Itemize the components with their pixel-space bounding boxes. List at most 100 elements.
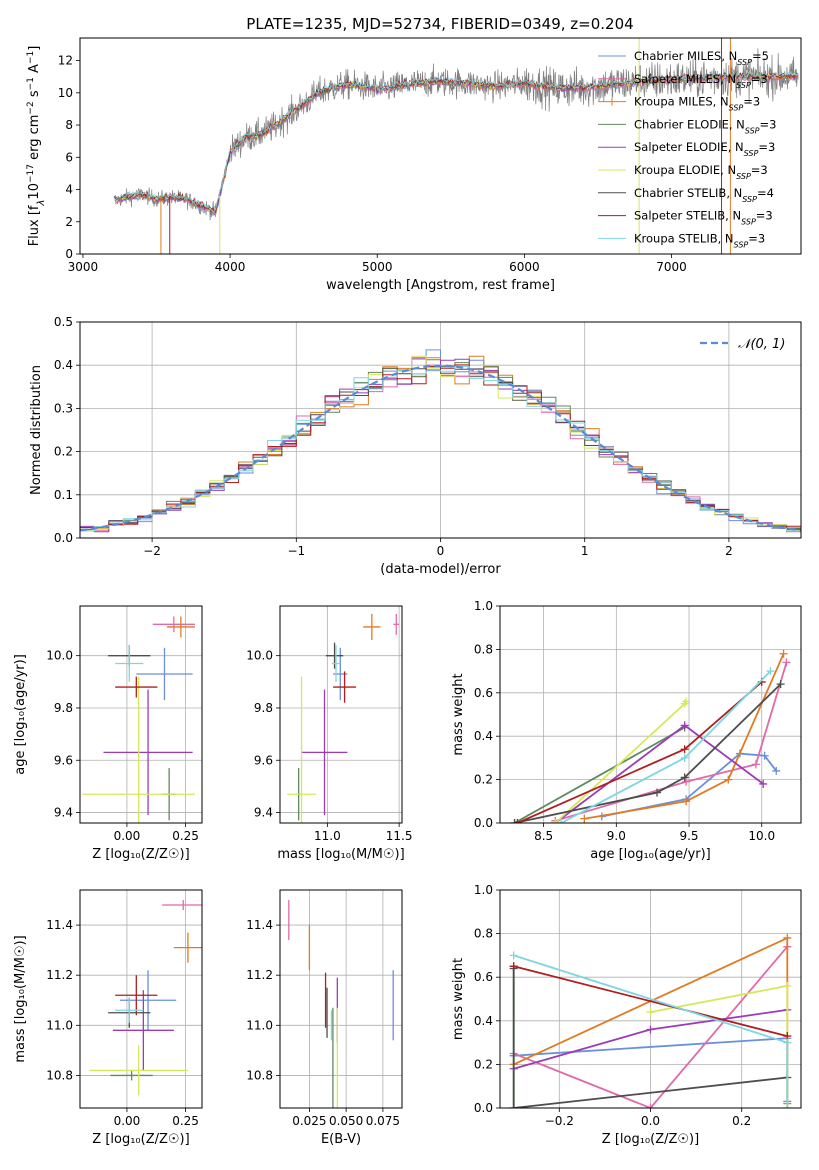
- weight-path: [513, 946, 788, 1108]
- legend-entry-part: Kroupa MILES, N: [634, 95, 729, 109]
- y-axis-label-part: Flux [f: [27, 205, 42, 246]
- x-axis-label: E(B-V): [321, 1132, 361, 1147]
- x-tick-label: 0.25: [172, 1114, 199, 1128]
- weight-marker: [551, 819, 560, 823]
- weight-marker: [783, 933, 792, 942]
- weight-path: [513, 965, 788, 1037]
- errorbar-kroupa-miles: [363, 613, 381, 640]
- legend-entry-part: Chabrier STELIB, N: [634, 186, 742, 200]
- panel-mass-age: 11.0 11.5 9.4 9.6 9.8 10.0 mass [log₁₀(M/M☉)]: [246, 605, 413, 862]
- weight-marker: [509, 951, 518, 960]
- weight-line-kroupa-stelib: [509, 951, 792, 1108]
- x-tick-label: 0.00: [114, 1114, 141, 1128]
- legend-entry: Kroupa MILES, NSSP=3: [634, 95, 760, 113]
- weight-marker: [783, 1104, 792, 1108]
- y-tick-label: 0.8: [474, 927, 493, 941]
- x-tick-label: −0.2: [545, 1114, 574, 1128]
- x-tick-label: −2: [143, 544, 161, 558]
- legend-entry-part: SSP: [741, 217, 756, 226]
- axes-frame: [79, 889, 203, 1109]
- panel-residuals: −2 −1 0 1 2 0.0 0.1 0.2 0.3 0.4 0.5 (data-model)/er…: [29, 315, 802, 577]
- panel-z-weight: −0.2 0.0 0.2 0.0 0.2 0.4 0.6 0.8 1.0 Z [log₁₀(Z/Z…: [451, 883, 802, 1147]
- plot-area-ebv-mass: [288, 900, 394, 1108]
- legend-entry-part: =3: [758, 140, 775, 154]
- y-axis-label-part: λ: [36, 200, 47, 207]
- weight-marker: [766, 667, 775, 676]
- weight-marker: [759, 779, 768, 788]
- y-axis-label-part: erg cm: [27, 115, 42, 164]
- weight-marker: [509, 962, 518, 971]
- x-tick-label: 6000: [509, 260, 540, 274]
- legend-entry: Salpeter MILES, NSSP=3: [634, 72, 768, 90]
- x-tick-label: 8.5: [534, 829, 553, 843]
- y-tick-label: 0.3: [54, 401, 73, 415]
- errorbar-kroupa-elodie: [287, 676, 316, 823]
- y-tick-label: 0.4: [474, 729, 493, 743]
- weight-line-salpeter-stelib: [509, 962, 792, 1041]
- y-tick-label: 4: [65, 183, 73, 197]
- errorbar-chabrier-miles: [136, 647, 193, 701]
- legend-entry-part: SSP: [736, 80, 751, 89]
- errorbar-salpeter-stelib: [115, 676, 158, 698]
- x-tick-label: 2: [725, 544, 733, 558]
- y-tick-label: 10.0: [246, 649, 273, 663]
- legend-entry-part: =5: [752, 49, 769, 63]
- weight-marker: [682, 797, 691, 806]
- y-tick-label: 0.6: [474, 686, 493, 700]
- y-tick-label: 9.8: [54, 701, 73, 715]
- x-tick-label: 0.025: [292, 1114, 326, 1128]
- x-axis-label: Z [log₁₀(Z/Z☉)]: [92, 1132, 189, 1147]
- legend-entry: Chabrier MILES, NSSP=5: [634, 49, 769, 67]
- y-axis-label-part: A: [27, 64, 42, 77]
- weight-marker: [680, 753, 689, 762]
- errorbar-kroupa-stelib: [115, 645, 144, 682]
- weight-marker: [680, 745, 689, 754]
- x-tick-label: 11.5: [386, 829, 413, 843]
- x-tick-label: 0.2: [732, 1114, 751, 1128]
- errorbar-kroupa-stelib: [331, 645, 341, 682]
- y-tick-label: 9.6: [254, 753, 273, 767]
- legend-entry-part: Chabrier MILES, N: [634, 49, 737, 63]
- y-tick-label: 0.2: [474, 773, 493, 787]
- y-axis-label: mass weight: [451, 673, 466, 755]
- axes-frame: [79, 37, 802, 255]
- axes-frame: [499, 889, 802, 1109]
- legend-entry-part: =3: [748, 231, 765, 245]
- y-axis-label: Flux [fλ10−17 erg cm−2 s−1 A−1]: [26, 46, 47, 247]
- weight-marker: [557, 819, 566, 823]
- y-axis-label: mass [log₁₀(M/M☉)]: [13, 935, 28, 1062]
- figure-title: PLATE=1235, MJD=52734, FIBERID=0349, z=0…: [246, 15, 633, 33]
- panel-z-age: 0.00 0.25 9.4 9.6 9.8 10.0 Z [log₁₀(Z/Z☉)] age …: [13, 605, 203, 862]
- weight-marker: [646, 1008, 655, 1017]
- y-tick-label: 0.4: [474, 1014, 493, 1028]
- x-tick-label: 11.0: [314, 829, 341, 843]
- plot-area-z-mass: [89, 900, 202, 1096]
- y-tick-label: 10.8: [246, 1068, 273, 1082]
- errorbar-kroupa-elodie: [82, 676, 195, 823]
- weight-path: [514, 726, 686, 823]
- x-tick-label: 0.00: [114, 829, 141, 843]
- x-axis-label: wavelength [Angstrom, rest frame]: [326, 278, 555, 293]
- plot-area-mass-age: [287, 613, 400, 823]
- x-tick-label: 4000: [215, 260, 246, 274]
- y-tick-label: 9.6: [54, 753, 73, 767]
- y-tick-label: 0.2: [474, 1057, 493, 1071]
- y-tick-label: 1.0: [474, 883, 493, 897]
- plot-area-age-weight: [510, 649, 791, 823]
- legend-entry-part: =4: [757, 186, 774, 200]
- x-tick-label: 0.075: [366, 1114, 400, 1128]
- y-tick-label: 11.0: [246, 1018, 273, 1032]
- axes-frame: [79, 605, 203, 824]
- errorbar-salpeter-elodie: [112, 990, 174, 1071]
- y-tick-label: 11.4: [46, 918, 73, 932]
- weight-line-salpeter-stelib: [513, 677, 766, 823]
- y-axis-label: Normed distribution: [29, 365, 44, 495]
- weight-line-kroupa-elodie: [551, 697, 691, 823]
- legend-entry-part: Salpeter ELODIE, N: [634, 140, 744, 154]
- weight-marker: [646, 1025, 655, 1034]
- errorbar-salpeter-elodie: [301, 689, 348, 816]
- x-tick-label: 3000: [68, 260, 99, 274]
- axes-frame: [279, 605, 403, 824]
- errorbar-salpeter-stelib: [333, 671, 357, 703]
- y-tick-label: 0.0: [474, 1101, 493, 1115]
